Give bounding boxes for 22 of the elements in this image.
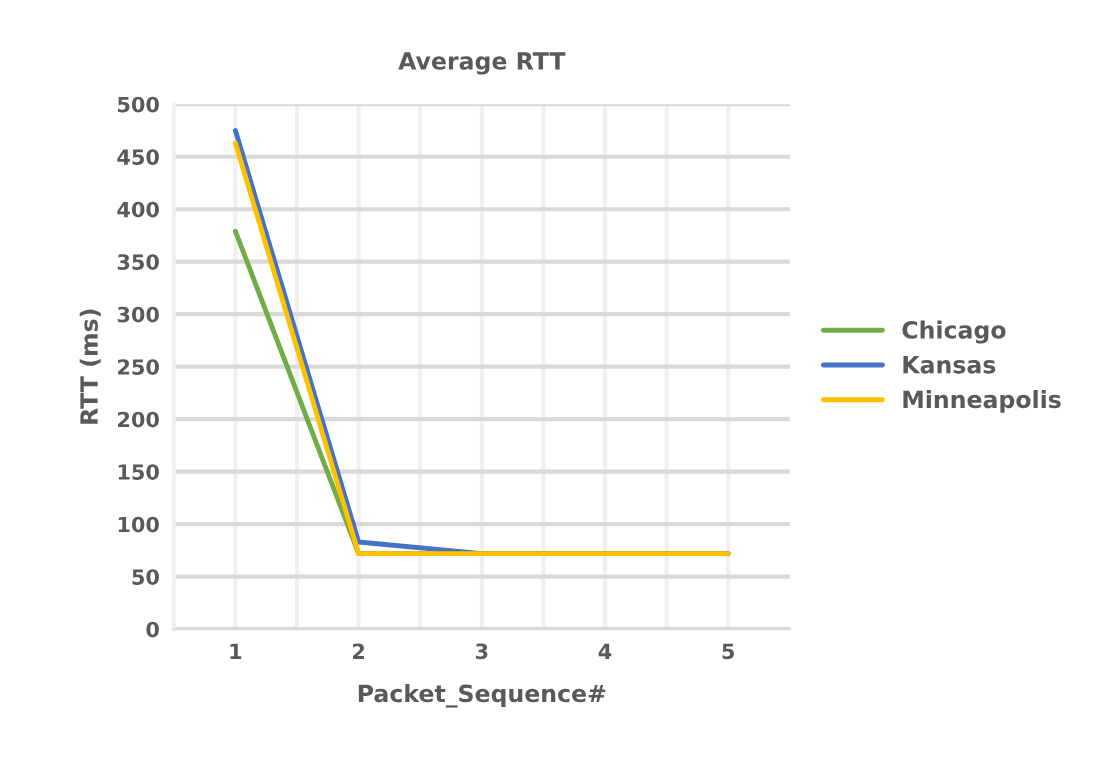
y-tick-label: 0	[146, 621, 159, 638]
x-tick-label: 4	[598, 643, 612, 659]
y-tick-label: 250	[118, 359, 159, 375]
chart-title: Average RTT	[398, 52, 566, 75]
y-tick-label: 500	[118, 96, 159, 113]
y-tick-label: 100	[118, 516, 159, 533]
x-axis-title: Packet_Sequence#	[358, 684, 606, 708]
y-tick-label: 50	[132, 569, 159, 585]
x-tick-label: 3	[475, 643, 488, 660]
x-tick-label: 1	[230, 643, 242, 659]
y-tick-label: 150	[118, 464, 159, 480]
y-tick-label: 450	[117, 149, 159, 165]
legend-label: Kansas	[903, 356, 996, 374]
x-tick-label: 5	[722, 643, 734, 660]
x-tick-label: 2	[353, 643, 365, 659]
y-tick-label: 300	[117, 306, 159, 323]
legend-label: Chicago	[902, 320, 1006, 344]
y-tick-label: 200	[118, 411, 159, 428]
y-tick-label: 350	[117, 254, 159, 270]
y-axis-title: RTT (ms)	[79, 309, 101, 424]
y-tick-label: 400	[117, 201, 159, 218]
legend-label: Minneapolis	[903, 390, 1061, 413]
